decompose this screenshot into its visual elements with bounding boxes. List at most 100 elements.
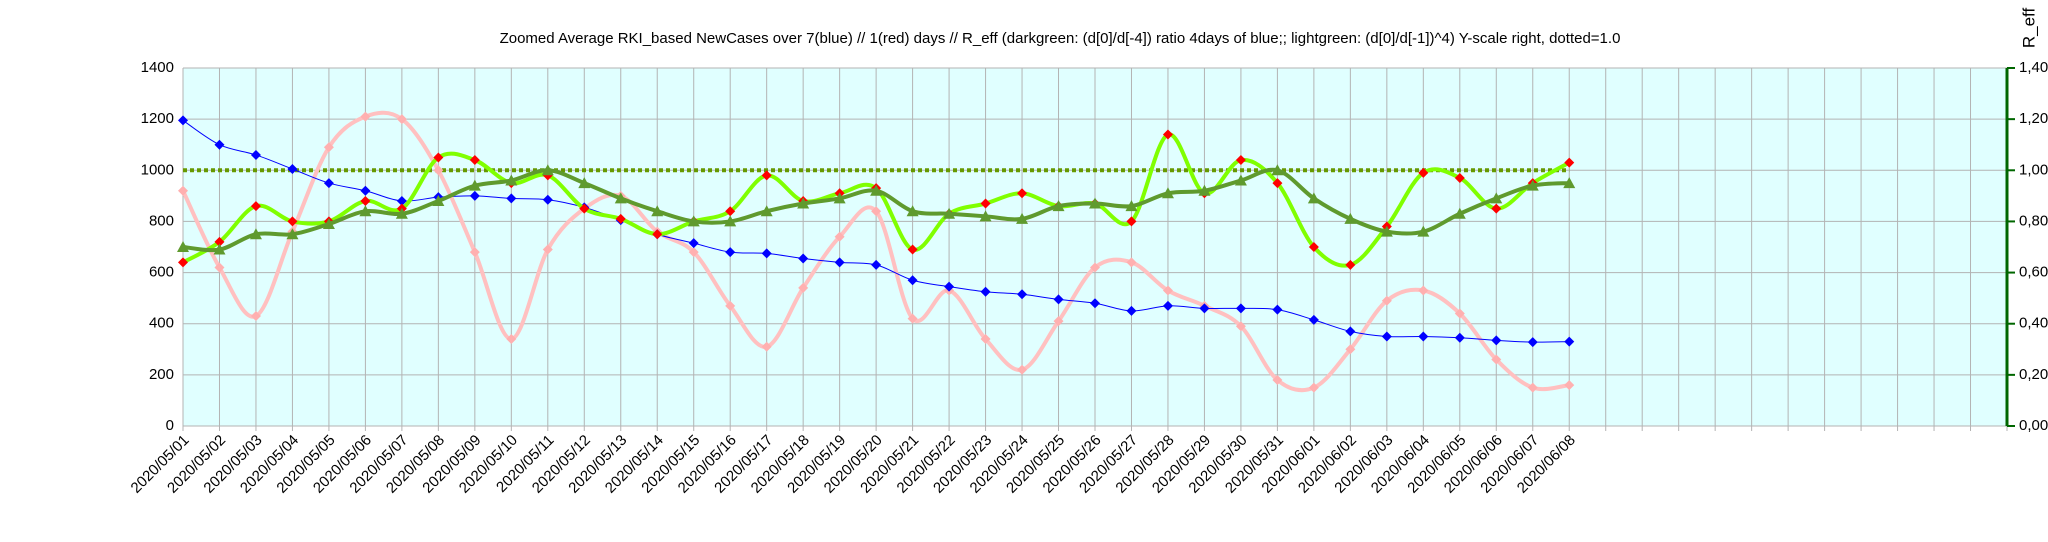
data-point bbox=[360, 195, 371, 206]
data-point bbox=[980, 334, 991, 345]
y-tick-label: 1400 bbox=[141, 59, 174, 76]
data-point bbox=[469, 190, 480, 201]
data-point bbox=[906, 205, 919, 217]
data-point bbox=[1563, 177, 1576, 189]
data-point bbox=[1017, 188, 1028, 199]
data-point bbox=[1308, 382, 1319, 393]
data-point bbox=[250, 311, 261, 322]
data-point bbox=[322, 217, 335, 229]
data-point bbox=[1272, 304, 1283, 315]
data-point bbox=[834, 257, 845, 268]
data-point bbox=[214, 262, 225, 273]
data-point bbox=[760, 205, 773, 217]
data-point bbox=[798, 282, 809, 293]
data-point bbox=[979, 210, 992, 222]
data-point bbox=[1126, 257, 1137, 268]
data-point bbox=[287, 164, 298, 175]
data-point bbox=[1491, 203, 1502, 214]
data-point bbox=[178, 257, 188, 268]
data-point bbox=[1235, 155, 1246, 166]
y2-tick-label: 0,80 bbox=[2019, 212, 2048, 229]
data-point bbox=[1491, 354, 1502, 365]
data-point bbox=[724, 215, 737, 227]
y-tick-label: 0 bbox=[166, 417, 174, 434]
data-point bbox=[871, 206, 882, 217]
series-line bbox=[182, 132, 1571, 268]
data-point bbox=[1126, 216, 1137, 227]
data-point bbox=[214, 236, 225, 247]
data-point bbox=[1491, 335, 1502, 346]
data-point bbox=[1235, 303, 1246, 314]
data-point bbox=[1380, 225, 1393, 237]
data-point bbox=[688, 247, 699, 258]
data-point bbox=[468, 179, 481, 191]
data-point bbox=[1125, 200, 1138, 212]
data-point bbox=[541, 164, 554, 176]
data-point bbox=[1234, 174, 1247, 186]
data-point bbox=[1454, 332, 1465, 343]
data-point bbox=[323, 142, 334, 153]
data-point bbox=[1526, 179, 1539, 191]
data-point bbox=[725, 206, 736, 217]
y2-tick-label: 1,40 bbox=[2019, 59, 2048, 76]
data-point bbox=[1162, 300, 1173, 311]
data-point bbox=[395, 207, 408, 219]
data-point bbox=[542, 194, 553, 205]
data-point bbox=[469, 155, 480, 166]
data-point bbox=[980, 198, 991, 209]
data-point bbox=[652, 229, 663, 240]
data-point bbox=[579, 203, 590, 214]
data-point bbox=[1564, 336, 1575, 347]
data-point bbox=[1345, 259, 1356, 270]
data-point bbox=[432, 194, 445, 206]
data-point bbox=[980, 286, 991, 297]
data-point bbox=[797, 197, 810, 209]
data-point bbox=[433, 165, 444, 176]
data-point bbox=[1308, 314, 1319, 325]
y2-tick-label: 0,20 bbox=[2019, 366, 2048, 383]
data-point bbox=[178, 115, 188, 126]
data-point bbox=[323, 178, 334, 189]
data-point bbox=[1527, 337, 1538, 348]
data-point bbox=[907, 313, 918, 324]
data-point bbox=[1527, 382, 1538, 393]
data-point bbox=[833, 192, 846, 204]
data-point bbox=[1052, 200, 1065, 212]
data-point bbox=[469, 247, 480, 258]
data-point bbox=[250, 149, 261, 160]
data-point bbox=[1161, 187, 1174, 199]
y-tick-label: 400 bbox=[149, 315, 174, 332]
data-point bbox=[578, 177, 591, 189]
data-point bbox=[1307, 192, 1320, 204]
data-point bbox=[433, 152, 444, 163]
data-point bbox=[178, 185, 188, 196]
data-point bbox=[943, 207, 956, 219]
data-point bbox=[1053, 294, 1064, 305]
data-point bbox=[1564, 157, 1575, 168]
data-point bbox=[798, 253, 809, 264]
data-point bbox=[1271, 164, 1284, 176]
chart-title: Zoomed Average RKI_based NewCases over 7… bbox=[500, 30, 1621, 47]
data-point bbox=[1381, 295, 1392, 306]
data-point bbox=[1308, 242, 1319, 252]
data-point bbox=[1345, 344, 1356, 355]
data-point bbox=[542, 244, 553, 255]
y-tick-label: 800 bbox=[149, 212, 174, 229]
data-point bbox=[506, 193, 517, 204]
data-point bbox=[506, 334, 517, 345]
data-point bbox=[725, 247, 736, 258]
data-point bbox=[871, 259, 882, 270]
data-point bbox=[1016, 212, 1029, 224]
data-point bbox=[944, 281, 955, 292]
y2-tick-label: 0,00 bbox=[2019, 417, 2048, 434]
data-point bbox=[1162, 129, 1173, 140]
data-point bbox=[1418, 331, 1429, 342]
data-point bbox=[1198, 184, 1211, 196]
y2-tick-label: 1,00 bbox=[2019, 161, 2048, 178]
data-point bbox=[1090, 298, 1100, 309]
data-point bbox=[396, 114, 407, 125]
data-point bbox=[1272, 374, 1283, 385]
data-point bbox=[1199, 303, 1210, 314]
y2-axis-label: R_eff bbox=[2019, 8, 2038, 49]
